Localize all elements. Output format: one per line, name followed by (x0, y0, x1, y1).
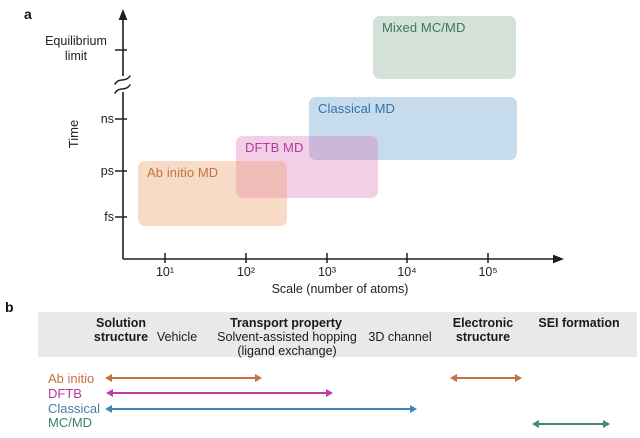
y-axis-label: Time (66, 119, 81, 149)
method-coverage-header: Solution structure Vehicle Transport pro… (38, 312, 637, 357)
column-3d-channel: 3D channel (368, 330, 432, 344)
x-tick-10e3: 10³ (317, 265, 337, 279)
region-dftb-md-label: DFTB MD (245, 140, 304, 155)
x-axis-arrowhead (553, 254, 564, 264)
y-axis-arrowhead (118, 9, 128, 20)
x-tick-10e5: 10⁵ (478, 265, 498, 279)
region-ab-initio-md-label: Ab initio MD (147, 165, 219, 180)
column-transport-property: Transport property (230, 316, 342, 330)
ab-initio-electronic-structure-arrow (450, 374, 522, 382)
column-transport-property-subtext: Solvent-assisted hopping (ligand exchang… (217, 330, 357, 358)
row-label-ab-initio: Ab initio (48, 371, 95, 386)
column-sei-formation: SEI formation (538, 316, 620, 330)
ab-initio-coverage-arrow (105, 374, 262, 382)
x-tick-10e2: 10² (236, 265, 256, 279)
y-tick-equilibrium-limit: Equilibrium limit (45, 34, 107, 63)
row-label-classical: Classical (48, 401, 101, 416)
classical-coverage-arrow (105, 405, 417, 413)
column-electronic-structure: Electronic structure (452, 316, 514, 344)
x-tick-10e4: 10⁴ (397, 265, 417, 279)
mcmd-sei-formation-arrow (532, 420, 610, 428)
column-solution-structure: Solution structure (93, 316, 149, 344)
y-tick-ns: ns (100, 112, 114, 126)
panel-b-label: b (5, 299, 14, 315)
panel-a-label: a (24, 6, 32, 22)
y-tick-ps: ps (100, 164, 114, 178)
region-ab-initio-md: Ab initio MD (138, 161, 287, 226)
region-dftb-md: DFTB MD (236, 136, 378, 198)
region-classical-md-label: Classical MD (318, 101, 396, 116)
x-tick-10e1: 10¹ (155, 265, 175, 279)
y-tick-fs: fs (104, 210, 114, 224)
column-vehicle: Vehicle (156, 330, 198, 344)
row-label-mcmd: MC/MD (48, 415, 93, 430)
axis-break-icon (114, 75, 132, 94)
x-axis-label: Scale (number of atoms) (271, 282, 409, 296)
region-classical-md: Classical MD (309, 97, 517, 160)
dftb-coverage-arrow (106, 389, 333, 397)
region-mixed-mcmd-label: Mixed MC/MD (382, 20, 466, 35)
region-mixed-mcmd: Mixed MC/MD (373, 16, 516, 79)
row-label-dftb: DFTB (48, 386, 82, 401)
